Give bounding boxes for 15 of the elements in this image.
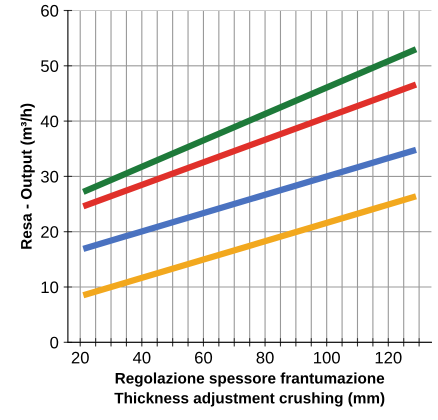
- x-tick-label: 120: [376, 352, 402, 364]
- y-tick-label: 20: [41, 226, 58, 238]
- y-tick-label: 50: [40, 60, 58, 72]
- y-tick-label: 40: [40, 116, 58, 128]
- y-axis-title: Resa - Output (m³/h): [20, 104, 35, 249]
- x-tick-label: 60: [195, 352, 212, 364]
- x-tick-label: 100: [314, 352, 340, 364]
- y-tick-label: 10: [42, 281, 58, 294]
- x-tick-label: 40: [132, 352, 150, 364]
- y-tick-label: 60: [41, 4, 58, 17]
- y-tick-label: 30: [40, 170, 58, 183]
- y-tick-label: 0: [50, 336, 58, 349]
- x-tick-label: 80: [256, 352, 274, 364]
- x-tick-label: 20: [72, 352, 89, 364]
- x-axis-title: Regolazione spessore frantumazione Thickness adjustment crushing (mm): [114, 372, 384, 407]
